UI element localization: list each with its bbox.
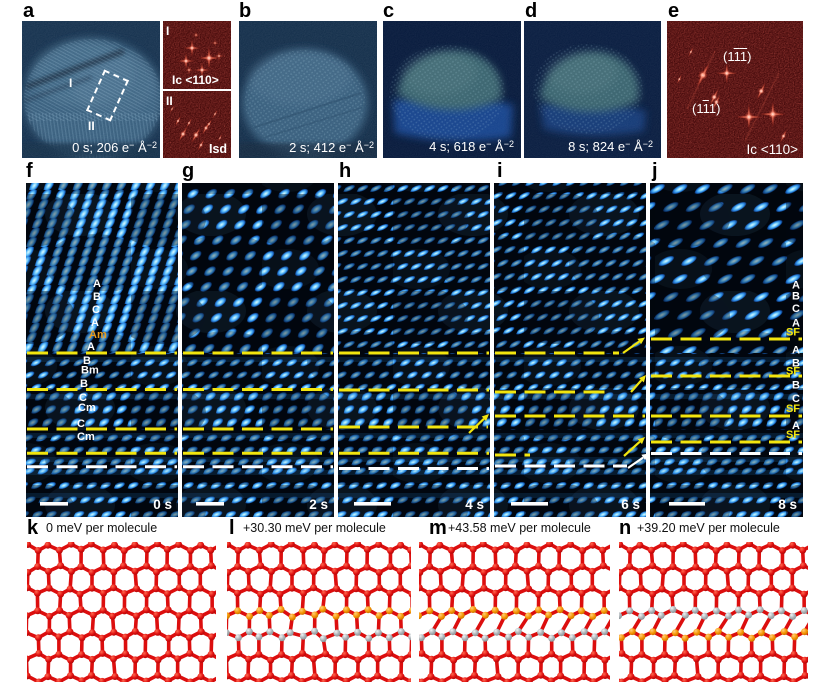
svg-text:SF: SF <box>786 403 800 415</box>
svg-text:B: B <box>80 378 88 390</box>
svg-text:SF: SF <box>786 429 800 441</box>
svg-text:C: C <box>792 303 800 315</box>
svg-text:Am: Am <box>89 329 107 341</box>
svg-text:B: B <box>792 358 800 370</box>
svg-text:SF: SF <box>786 366 800 378</box>
svg-text:A: A <box>792 318 800 330</box>
svg-text:SF: SF <box>786 326 800 338</box>
svg-text:B: B <box>792 380 800 392</box>
svg-text:A: A <box>792 420 800 432</box>
svg-text:C: C <box>77 418 85 430</box>
svg-text:Bm: Bm <box>81 365 99 377</box>
svg-text:B: B <box>93 291 101 303</box>
svg-text:C: C <box>792 393 800 405</box>
svg-text:A: A <box>792 345 800 357</box>
svg-text:2 s: 2 s <box>309 497 328 512</box>
svg-text:C: C <box>92 304 100 316</box>
svg-text:A: A <box>91 317 99 329</box>
svg-text:A: A <box>792 280 800 292</box>
svg-text:Cm: Cm <box>77 431 95 443</box>
svg-text:8 s: 8 s <box>778 497 797 512</box>
svg-text:B: B <box>83 355 91 367</box>
svg-text:A: A <box>93 278 101 290</box>
svg-text:Cm: Cm <box>78 402 96 414</box>
svg-text:0 s: 0 s <box>153 497 172 512</box>
svg-text:4 s: 4 s <box>465 497 484 512</box>
svg-text:6 s: 6 s <box>621 497 640 512</box>
svg-text:A: A <box>87 341 95 353</box>
svg-text:C: C <box>79 392 87 404</box>
svg-text:B: B <box>792 290 800 302</box>
